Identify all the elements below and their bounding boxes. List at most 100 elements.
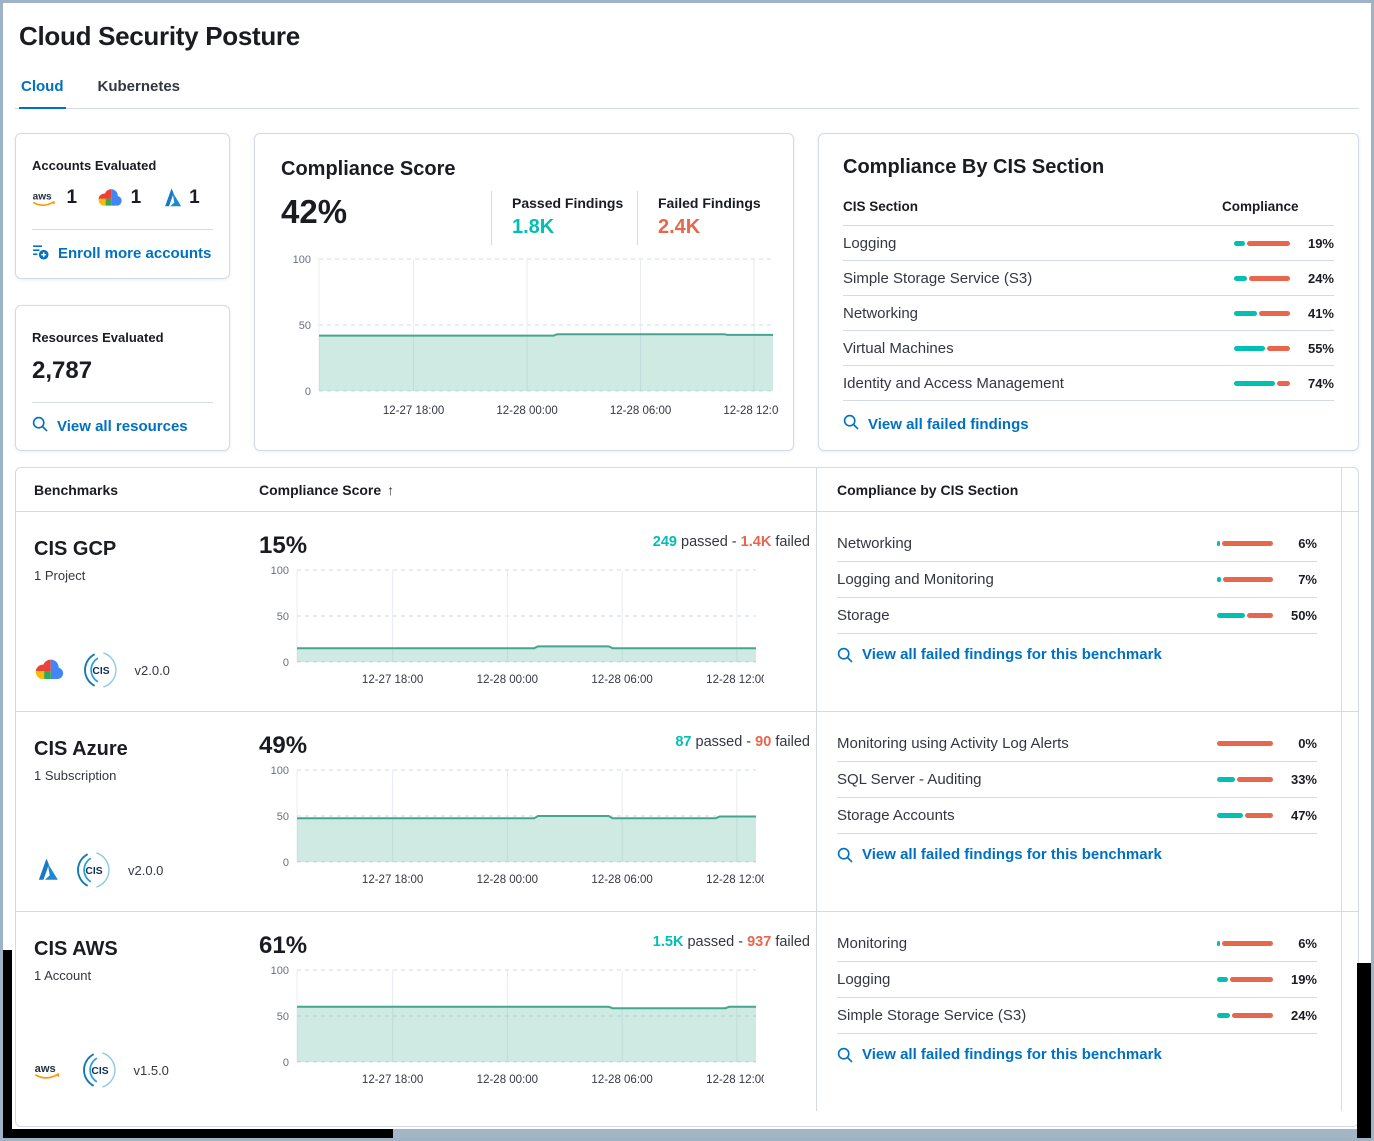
search-icon bbox=[837, 847, 853, 862]
svg-text:CIS: CIS bbox=[91, 1066, 108, 1077]
cis-section-percent: 47% bbox=[1290, 808, 1317, 823]
benchmark-row-gcp: CIS GCP 1 Project CIS v2.0.0 15% 249 pas… bbox=[16, 512, 1358, 712]
enroll-more-accounts-label: Enroll more accounts bbox=[58, 245, 212, 262]
view-failed-findings-benchmark-label: View all failed findings for this benchm… bbox=[862, 1046, 1162, 1063]
cis-section-percent: 19% bbox=[1290, 972, 1317, 987]
sort-ascending-icon: ↑ bbox=[387, 481, 395, 498]
compliance-score-card: Compliance Score 42% Passed Findings 1.8… bbox=[254, 133, 794, 451]
cis-section-percent: 24% bbox=[1307, 270, 1334, 286]
azure-icon bbox=[165, 188, 182, 207]
benchmark-sections-cell: Monitoring using Activity Log Alerts 0% … bbox=[816, 712, 1342, 911]
benchmark-version: v2.0.0 bbox=[134, 662, 170, 678]
list-add-icon bbox=[33, 245, 49, 260]
cis-section-row: Networking 41% bbox=[843, 296, 1334, 331]
svg-text:0: 0 bbox=[283, 1057, 289, 1069]
view-failed-findings-benchmark-link[interactable]: View all failed findings for this benchm… bbox=[837, 646, 1317, 663]
svg-text:12-28 00:00: 12-28 00:00 bbox=[477, 1074, 538, 1086]
benchmark-row-aws: CIS AWS 1 Account aws CIS v1.5.0 61% 1.5… bbox=[16, 912, 1358, 1111]
screen-black-bar-left bbox=[3, 950, 12, 1138]
tab-kubernetes[interactable]: Kubernetes bbox=[97, 78, 181, 95]
cis-section-label: Logging bbox=[843, 234, 897, 252]
view-all-resources-link[interactable]: View all resources bbox=[32, 416, 213, 436]
screen-black-bar-right bbox=[1357, 963, 1371, 1138]
cis-section-label: Logging bbox=[837, 971, 891, 988]
svg-text:100: 100 bbox=[271, 565, 289, 577]
search-icon bbox=[843, 414, 859, 434]
svg-text:12-28 12:00: 12-28 12:00 bbox=[723, 405, 779, 417]
gcp-icon bbox=[35, 659, 64, 680]
compliance-bar bbox=[1234, 345, 1290, 351]
svg-text:100: 100 bbox=[293, 254, 311, 266]
svg-text:12-27 18:00: 12-27 18:00 bbox=[362, 874, 423, 886]
benchmark-sections-cell: Networking 6% Logging and Monitoring 7% … bbox=[816, 512, 1342, 711]
compliance-bar bbox=[1217, 741, 1273, 746]
cis-section-percent: 19% bbox=[1307, 235, 1334, 251]
tab-bar: Cloud Kubernetes bbox=[15, 72, 1359, 109]
benchmark-subtitle: 1 Subscription bbox=[34, 768, 117, 783]
accounts-evaluated-title: Accounts Evaluated bbox=[32, 158, 157, 173]
enroll-more-accounts-link[interactable]: Enroll more accounts bbox=[32, 243, 213, 264]
svg-text:50: 50 bbox=[277, 1011, 289, 1023]
compliance-score-value: 42% bbox=[281, 193, 348, 230]
svg-text:12-28 00:00: 12-28 00:00 bbox=[477, 674, 538, 686]
svg-text:12-28 06:00: 12-28 06:00 bbox=[610, 405, 671, 417]
compliance-bar bbox=[1217, 777, 1273, 782]
benchmark-sections-cell: Monitoring 6% Logging 19% Simple Storage… bbox=[816, 912, 1342, 1111]
benchmark-version: v1.5.0 bbox=[133, 1062, 169, 1078]
benchmark-logos: CIS v2.0.0 bbox=[34, 651, 259, 689]
compliance-bar bbox=[1217, 813, 1273, 818]
cis-section-row: Storage Accounts 47% bbox=[837, 798, 1317, 834]
cis-section-row: Networking 6% bbox=[837, 526, 1317, 562]
benchmark-info-cell: CIS AWS 1 Account aws CIS v1.5.0 bbox=[16, 912, 259, 1111]
cis-logo: CIS bbox=[83, 652, 117, 688]
view-failed-findings-benchmark-link[interactable]: View all failed findings for this benchm… bbox=[837, 1046, 1317, 1063]
compliance-score-column-header[interactable]: Compliance Score ↑ bbox=[259, 482, 816, 498]
compliance-score-trend-chart: 0 50 100 12-27 18:00 12-28 00:00 12-28 06:00 1… bbox=[293, 254, 779, 417]
benchmark-trend-chart: 0 50 100 12-27 18:00 12-28 00:00 12-28 06:00 1… bbox=[271, 565, 764, 686]
tab-cloud[interactable]: Cloud bbox=[19, 72, 66, 109]
svg-text:12-27 18:00: 12-27 18:00 bbox=[383, 405, 444, 417]
svg-text:CIS: CIS bbox=[85, 866, 102, 877]
benchmark-passed-count: 249 bbox=[652, 534, 677, 550]
cis-section-label: Logging and Monitoring bbox=[837, 571, 994, 588]
cis-section-label: Storage bbox=[837, 607, 890, 624]
compliance-bar bbox=[1217, 1013, 1273, 1018]
search-icon bbox=[837, 647, 853, 662]
svg-text:100: 100 bbox=[271, 765, 289, 777]
cis-section-label: Virtual Machines bbox=[843, 339, 954, 357]
benchmark-trend-chart: 0 50 100 12-27 18:00 12-28 00:00 12-28 06:00 1… bbox=[271, 965, 764, 1086]
svg-text:12-27 18:00: 12-27 18:00 bbox=[362, 1074, 423, 1086]
search-icon bbox=[843, 414, 859, 430]
benchmark-version: v2.0.0 bbox=[128, 862, 164, 878]
svg-text:12-27 18:00: 12-27 18:00 bbox=[362, 674, 423, 686]
accounts-evaluated-card: Accounts Evaluated aws 1 1 1 Enroll more ac… bbox=[15, 133, 230, 279]
cis-section-row: Logging 19% bbox=[837, 962, 1317, 998]
svg-text:12-28 12:00: 12-28 12:00 bbox=[706, 1074, 764, 1086]
benchmark-name: CIS GCP bbox=[34, 538, 117, 560]
svg-text:aws: aws bbox=[35, 1062, 56, 1074]
cis-section-row: Monitoring 6% bbox=[837, 926, 1317, 962]
providers-row: aws 1 1 1 bbox=[32, 187, 213, 209]
gcp-icon bbox=[98, 189, 122, 206]
svg-text:12-28 00:00: 12-28 00:00 bbox=[496, 405, 557, 417]
cis-section-percent: 41% bbox=[1307, 305, 1334, 321]
provider-aws-count: 1 bbox=[66, 187, 78, 208]
svg-text:12-28 06:00: 12-28 06:00 bbox=[591, 674, 652, 686]
passed-findings-block: Passed Findings 1.8K bbox=[491, 191, 637, 245]
svg-text:0: 0 bbox=[283, 857, 289, 869]
summary-left-column: Accounts Evaluated aws 1 1 1 Enroll more ac… bbox=[15, 133, 230, 451]
compliance-bar bbox=[1234, 380, 1290, 386]
benchmarks-column-header[interactable]: Benchmarks bbox=[34, 481, 119, 498]
view-failed-findings-benchmark-link[interactable]: View all failed findings for this benchm… bbox=[837, 846, 1317, 863]
cis-section-row: Monitoring using Activity Log Alerts 0% bbox=[837, 726, 1317, 762]
view-all-failed-findings-link[interactable]: View all failed findings bbox=[843, 414, 1334, 434]
benchmark-info-cell: CIS Azure 1 Subscription CIS v2.0.0 bbox=[16, 712, 259, 911]
benchmark-passed-count: 1.5K bbox=[652, 934, 684, 950]
benchmark-logos: CIS v2.0.0 bbox=[34, 851, 259, 889]
cis-section-percent: 74% bbox=[1307, 375, 1334, 391]
aws-icon: aws bbox=[33, 191, 55, 206]
search-icon bbox=[32, 416, 48, 432]
cis-section-percent: 7% bbox=[1298, 572, 1317, 587]
compliance-score-row: 42% Passed Findings 1.8K Failed Findings… bbox=[281, 191, 767, 245]
benchmarks-table-header: Benchmarks Compliance Score ↑ Compliance … bbox=[16, 468, 1358, 512]
